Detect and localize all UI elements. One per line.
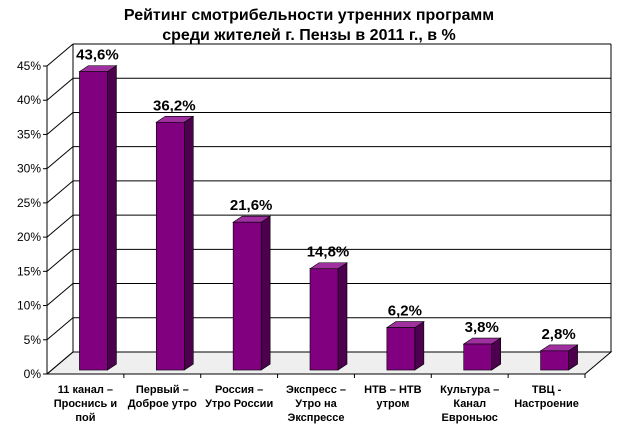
category-label: НТВ – НТВ утром: [364, 384, 422, 410]
bar: [232, 215, 272, 371]
bar: [539, 344, 579, 371]
y-tick-label: 0%: [24, 367, 42, 381]
data-label: 2,8%: [541, 326, 575, 343]
category-label-line: Первый –: [136, 384, 189, 396]
category-label-line: Россия –: [215, 384, 263, 396]
bar-side: [183, 115, 194, 371]
bar: [309, 262, 348, 371]
category-label-line: Канал: [453, 398, 486, 410]
bar-front: [386, 327, 416, 371]
bar-front: [309, 268, 339, 371]
y-tick-label: 5%: [24, 333, 42, 347]
bar-layer: [78, 65, 579, 371]
gridline-side: [46, 112, 74, 135]
y-tick-label: 25%: [17, 196, 41, 210]
category-label-line: Проснись и: [54, 398, 117, 410]
bar-side: [260, 215, 271, 371]
gridline-side: [46, 77, 74, 101]
bar-side: [337, 262, 348, 371]
label-layer: 43,6% 11 канал – Проснись и пой 36,2% Первый …: [54, 47, 579, 424]
y-tick-label: 40%: [17, 93, 41, 107]
axis-layer: 0% 5% 10% 15% 20% 25% 30% 35% 40% 45%: [17, 59, 586, 381]
bar-front: [155, 121, 185, 371]
gridline-side: [46, 283, 74, 306]
data-label: 21,6%: [230, 197, 273, 214]
category-label-line: пой: [75, 412, 95, 424]
category-label-line: НТВ – НТВ: [364, 384, 422, 396]
category-label-line: Евроньюс: [442, 412, 498, 424]
data-label: 6,2%: [388, 303, 422, 320]
y-tick-label: 30%: [17, 162, 41, 176]
bar: [462, 337, 502, 371]
bar-front: [232, 221, 262, 371]
category-label: 11 канал – Проснись и пой: [54, 384, 117, 424]
category-label-line: Культура –: [440, 384, 499, 396]
chart-subtitle: среди жителей г. Пензы в 2011 г., в %: [162, 27, 455, 44]
bar-front: [79, 71, 108, 371]
category-label-line: Экспрессе: [288, 412, 345, 424]
gridline-side: [46, 146, 74, 170]
category-label-line: Настроение: [514, 398, 579, 410]
category-label: Экспресс – Утро на Экспрессе: [286, 384, 346, 424]
category-label-line: Доброе утро: [128, 398, 197, 410]
y-tick-label: 45%: [17, 59, 41, 73]
category-label-line: Утро России: [205, 398, 273, 410]
gridline-side: [46, 43, 74, 67]
y-tick-label: 15%: [17, 264, 41, 278]
bar: [78, 65, 118, 371]
data-label: 14,8%: [307, 244, 350, 261]
bar-front: [540, 350, 569, 371]
bar: [385, 321, 425, 371]
y-tick-label: 10%: [17, 299, 41, 313]
y-tick-label: 20%: [17, 230, 41, 244]
bar: [155, 115, 195, 371]
y-tick-label: 35%: [17, 127, 41, 141]
chart-title: Рейтинг смотрибельности утренних програм…: [124, 7, 494, 24]
category-label: ТВЦ - Настроение: [514, 384, 579, 410]
gridline-side: [46, 214, 74, 238]
bar-side: [414, 321, 425, 371]
category-label-line: 11 канал –: [58, 384, 113, 396]
category-label-line: Утро на: [295, 398, 337, 410]
gridline-side: [46, 248, 74, 272]
data-label: 43,6%: [76, 47, 119, 64]
bar-front: [463, 343, 493, 371]
gridline-side: [46, 180, 74, 204]
category-label: Первый – Доброе утро: [128, 384, 197, 410]
data-label: 36,2%: [153, 97, 196, 114]
bar-side: [107, 65, 117, 371]
data-label: 3,8%: [465, 319, 499, 336]
category-label: Россия – Утро России: [205, 384, 273, 410]
category-label-line: ТВЦ -: [532, 384, 562, 396]
category-label-line: Экспресс –: [286, 384, 346, 396]
category-label: Культура – Канал Евроньюс: [440, 384, 499, 424]
category-label-line: утром: [376, 398, 409, 410]
gridline-side: [46, 317, 74, 341]
